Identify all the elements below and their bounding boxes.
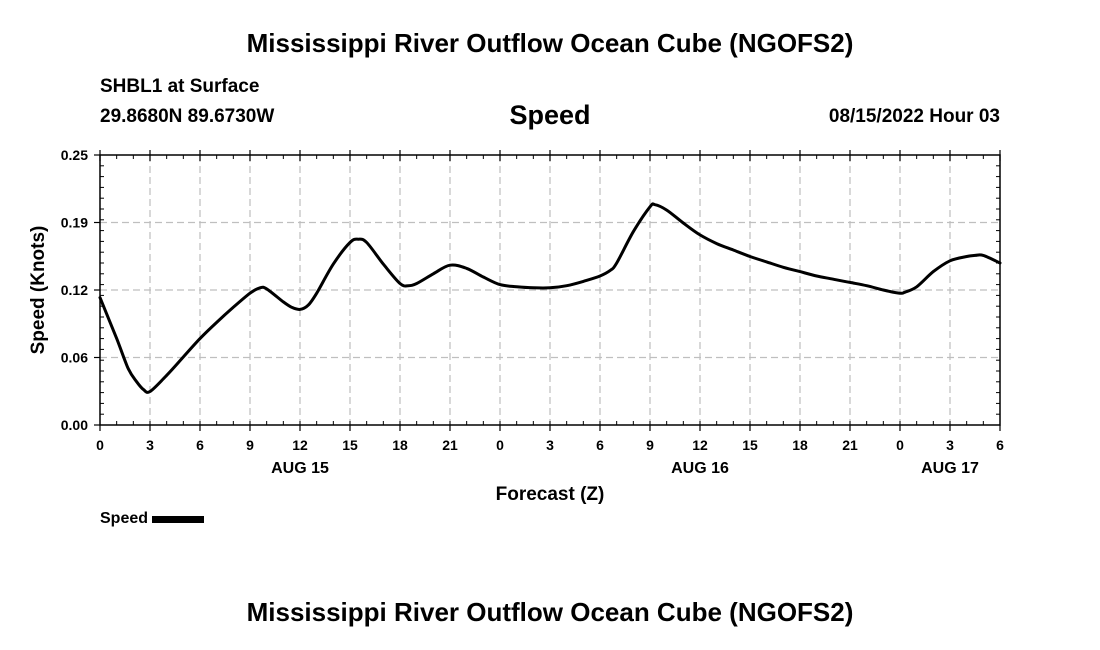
y-axis-title: Speed (Knots): [28, 226, 49, 355]
legend-label: Speed: [100, 510, 149, 527]
y-tick-label: 0.25: [61, 147, 88, 163]
x-tick-label: 21: [442, 437, 458, 453]
x-tick-label: 12: [692, 437, 708, 453]
date-labels: AUG 15 AUG 16 AUG 17: [271, 460, 979, 477]
x-tick-label: 3: [146, 437, 154, 453]
x-axis-title: Forecast (Z): [496, 484, 605, 505]
x-tick-label: 15: [742, 437, 758, 453]
legend-swatch: [152, 515, 205, 523]
x-tick-label: 3: [946, 437, 954, 453]
coordinates-label: 29.8680N 89.6730W: [100, 106, 275, 127]
date-label: AUG 16: [671, 460, 729, 477]
y-tick-label: 0.19: [61, 215, 88, 231]
speed-series-line: [98, 202, 1002, 394]
y-tick-label: 0.12: [61, 282, 88, 298]
forecast-timestamp: 08/15/2022 Hour 03: [828, 106, 1000, 127]
page-title: Mississippi River Outflow Ocean Cube (NG…: [246, 28, 854, 58]
grid: [100, 155, 1000, 425]
x-tick-label: 0: [896, 437, 904, 453]
x-tick-label: 15: [342, 437, 358, 453]
y-tick-label: 0.06: [61, 350, 88, 366]
series: [98, 202, 1002, 394]
x-tick-label: 0: [496, 437, 504, 453]
date-label: AUG 15: [271, 460, 329, 477]
x-tick-label: 18: [792, 437, 808, 453]
y-tick-label: 0.00: [61, 417, 88, 433]
date-label: AUG 17: [921, 460, 979, 477]
footer-title: Mississippi River Outflow Ocean Cube (NG…: [246, 597, 854, 627]
x-tick-label: 18: [392, 437, 408, 453]
x-tick-label: 12: [292, 437, 308, 453]
y-axis: 0.00 0.06 0.12 0.19 0.25: [61, 147, 100, 433]
legend: Speed: [100, 510, 205, 528]
x-axis: 0 3 6 9 12 15 18 21 0 3 6 9 12 15 18 21 0 3 6: [96, 150, 1004, 453]
x-tick-label: 6: [196, 437, 204, 453]
x-tick-label: 3: [546, 437, 554, 453]
chart-title: Speed: [509, 100, 591, 130]
x-tick-label: 21: [842, 437, 858, 453]
x-tick-label: 9: [246, 437, 254, 453]
x-tick-label: 6: [596, 437, 604, 453]
station-label: SHBL1 at Surface: [100, 76, 260, 97]
x-tick-label: 6: [996, 437, 1004, 453]
x-tick-label: 9: [646, 437, 654, 453]
x-tick-label: 0: [96, 437, 104, 453]
